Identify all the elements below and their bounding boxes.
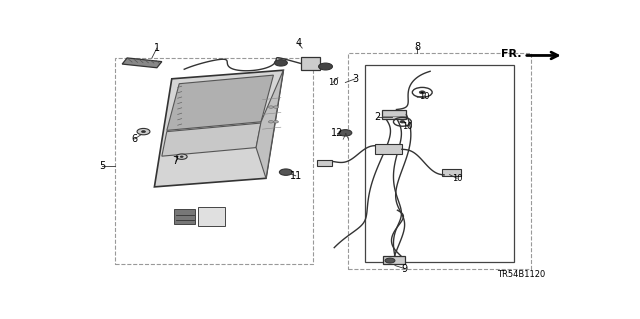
Circle shape [280, 169, 292, 175]
Text: TR54B1120: TR54B1120 [497, 270, 545, 278]
Polygon shape [256, 70, 284, 178]
Bar [383, 256, 405, 264]
Bar [317, 160, 332, 166]
Circle shape [269, 121, 273, 123]
Bar [365, 65, 514, 262]
Text: 7: 7 [173, 156, 179, 166]
Circle shape [339, 130, 352, 136]
Circle shape [141, 131, 145, 133]
Text: 3: 3 [352, 74, 358, 84]
Bar [381, 109, 406, 119]
Text: 10: 10 [402, 122, 413, 131]
Polygon shape [122, 58, 162, 68]
Circle shape [273, 106, 278, 108]
Text: 8: 8 [414, 42, 420, 52]
Text: 12: 12 [331, 128, 343, 138]
Circle shape [273, 121, 278, 123]
Text: 2: 2 [374, 112, 381, 122]
Text: 10: 10 [328, 78, 338, 87]
Bar [374, 144, 402, 154]
Text: FR.: FR. [501, 49, 522, 59]
Circle shape [176, 154, 187, 160]
Circle shape [400, 121, 405, 123]
Text: 11: 11 [290, 171, 302, 181]
Circle shape [137, 129, 150, 135]
Text: 1: 1 [154, 43, 160, 53]
Text: 10: 10 [419, 92, 430, 100]
Text: 6: 6 [131, 134, 138, 144]
Circle shape [269, 106, 273, 108]
Polygon shape [162, 123, 261, 156]
Bar [174, 209, 195, 224]
Bar [115, 58, 313, 264]
Bar [442, 169, 461, 176]
Circle shape [319, 63, 332, 70]
Polygon shape [154, 70, 284, 187]
Text: 4: 4 [295, 38, 301, 48]
Bar [301, 57, 319, 70]
Circle shape [275, 60, 287, 66]
Text: 10: 10 [452, 174, 462, 183]
Circle shape [385, 258, 395, 263]
Bar [348, 53, 531, 269]
Text: 9: 9 [402, 264, 408, 274]
Circle shape [419, 91, 425, 94]
Text: 5: 5 [99, 161, 106, 171]
Polygon shape [167, 75, 273, 130]
Circle shape [180, 156, 183, 157]
Bar [198, 206, 225, 226]
